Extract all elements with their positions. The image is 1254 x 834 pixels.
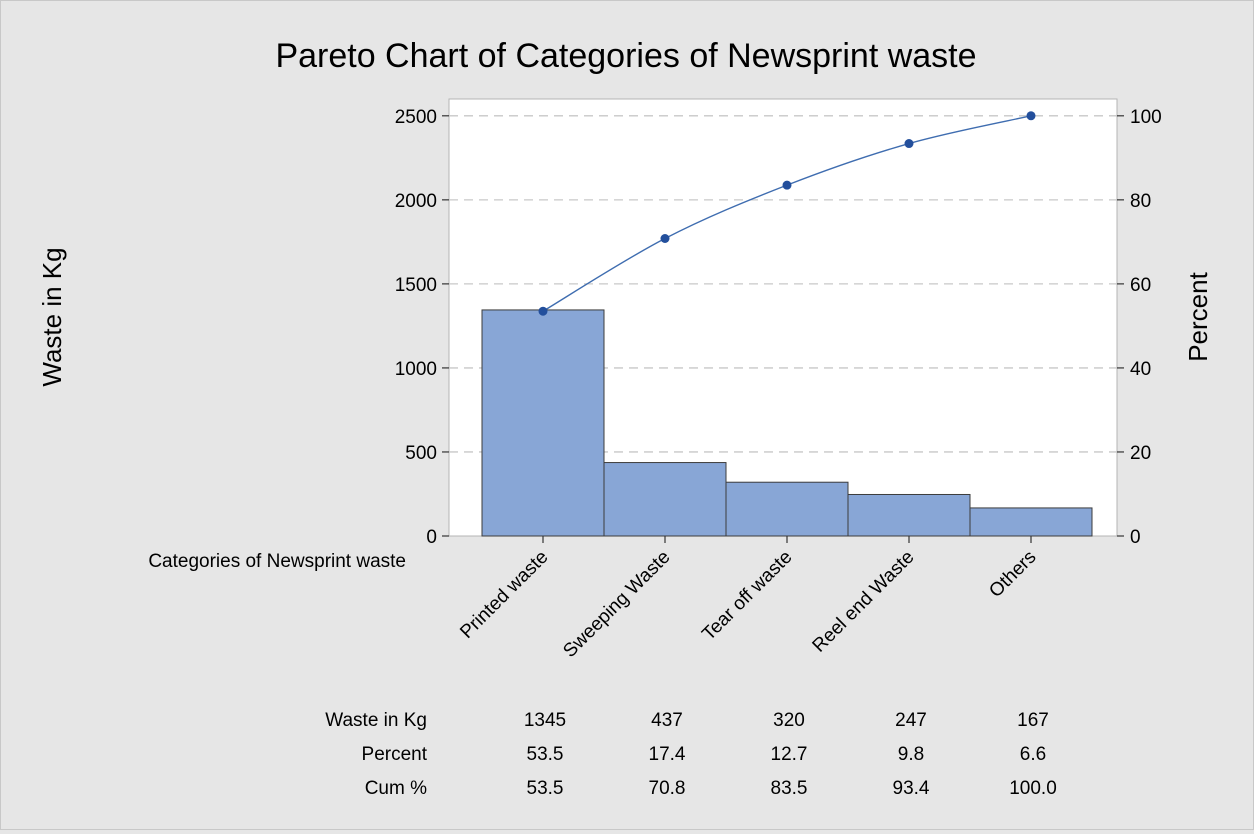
y-tick-label: 0 bbox=[426, 527, 437, 548]
bar-5 bbox=[969, 507, 1093, 537]
y2-axis-title: Percent bbox=[1183, 271, 1213, 361]
table-cell: 6.6 bbox=[1020, 744, 1046, 765]
table-row-label: Cum % bbox=[365, 778, 427, 799]
x-tick-label: Reel end Waste bbox=[809, 547, 919, 657]
x-tick-label: Others bbox=[985, 547, 1040, 602]
table-cell: 167 bbox=[1017, 710, 1049, 731]
y-tick-label: 1000 bbox=[395, 359, 437, 380]
bar-1 bbox=[481, 309, 605, 537]
x-tick-label: Sweeping Waste bbox=[559, 547, 674, 662]
table-cell: 100.0 bbox=[1009, 778, 1057, 799]
table-cell: 437 bbox=[651, 710, 683, 731]
y-axis-title: Waste in Kg bbox=[37, 247, 67, 386]
table-row-label: Percent bbox=[362, 744, 428, 765]
table-cell: 1345 bbox=[524, 710, 566, 731]
y2-tick-label: 60 bbox=[1130, 275, 1151, 296]
table-cell: 83.5 bbox=[771, 778, 808, 799]
bar-3 bbox=[725, 481, 849, 537]
x-axis: Printed waste Sweeping Waste Tear off wast… bbox=[456, 536, 1041, 662]
y2-tick-label: 40 bbox=[1130, 359, 1151, 380]
y2-tick-label: 20 bbox=[1130, 443, 1151, 464]
left-axis: 0 500 1000 1500 2000 2500 bbox=[395, 107, 449, 548]
table-cell: 17.4 bbox=[649, 744, 686, 765]
table-cell: 9.8 bbox=[898, 744, 924, 765]
data-table: Waste in Kg 1345 437 320 247 167 Percent 53.5 17… bbox=[325, 710, 1057, 799]
cumulative-point-1 bbox=[538, 306, 548, 316]
chart-title: Pareto Chart of Categories of Newsprint … bbox=[275, 37, 976, 75]
table-cell: 12.7 bbox=[771, 744, 808, 765]
cumulative-point-5 bbox=[1026, 111, 1036, 121]
table-cell: 247 bbox=[895, 710, 927, 731]
bar-2 bbox=[603, 462, 727, 537]
cumulative-point-2 bbox=[660, 234, 670, 244]
cumulative-point-4 bbox=[904, 139, 914, 149]
cumulative-line-group bbox=[538, 111, 1036, 316]
y2-tick-label: 100 bbox=[1130, 107, 1162, 128]
y-tick-label: 2000 bbox=[395, 191, 437, 212]
table-cell: 70.8 bbox=[649, 778, 686, 799]
table-cell: 53.5 bbox=[527, 778, 564, 799]
bar-4 bbox=[847, 493, 971, 537]
x-tick-label: Printed waste bbox=[456, 547, 552, 643]
y2-tick-label: 80 bbox=[1130, 191, 1151, 212]
table-cell: 320 bbox=[773, 710, 805, 731]
x-tick-label: Tear off waste bbox=[698, 547, 796, 645]
right-axis: 0 20 40 60 80 100 bbox=[1117, 107, 1162, 548]
cumulative-point-3 bbox=[782, 180, 792, 190]
y-tick-label: 2500 bbox=[395, 107, 437, 128]
table-cell: 53.5 bbox=[527, 744, 564, 765]
table-row-label: Waste in Kg bbox=[325, 710, 427, 731]
x-axis-title: Categories of Newsprint waste bbox=[148, 551, 406, 572]
y2-tick-label: 0 bbox=[1130, 527, 1141, 548]
y-tick-label: 500 bbox=[405, 443, 437, 464]
y-tick-label: 1500 bbox=[395, 275, 437, 296]
bars bbox=[481, 309, 1093, 537]
table-cell: 93.4 bbox=[893, 778, 930, 799]
